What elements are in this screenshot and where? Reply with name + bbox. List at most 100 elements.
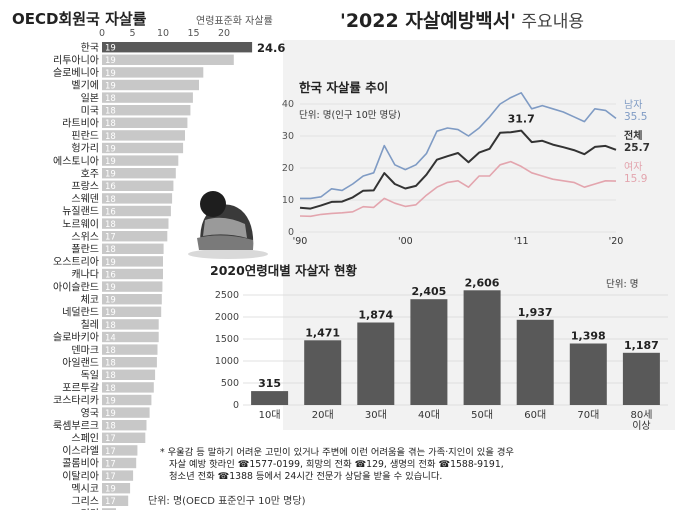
- oecd-country-label: 스페인: [71, 433, 99, 445]
- oecd-year-label: 16: [105, 182, 116, 192]
- oecd-bar-chart: 0 5 10 15 20 한국 19 24.6 리투아니아 19 슬로베니아 19 벨기에 19 일본 18 미…: [53, 28, 285, 510]
- age-category-label: 70대: [577, 409, 599, 421]
- series-end-value: 35.5: [624, 111, 647, 123]
- age-y-tick: 0: [233, 400, 239, 411]
- oecd-bar: [102, 306, 162, 317]
- oecd-country-label: 룩셈부르크: [53, 420, 99, 432]
- oecd-year-label: 18: [105, 119, 116, 129]
- oecd-bar: [102, 369, 156, 380]
- oecd-year-label: 19: [105, 81, 116, 91]
- oecd-country-label: 호주: [81, 168, 99, 180]
- oecd-bar: [102, 205, 171, 217]
- oecd-country-label: 라트비아: [62, 118, 99, 130]
- age-category-label: 60대: [524, 409, 546, 421]
- oecd-bar: [102, 67, 204, 78]
- oecd-bar: [102, 357, 157, 368]
- oecd-bar: [102, 117, 188, 128]
- oecd-country-label: 독일: [81, 370, 99, 382]
- oecd-chart-subtitle: 연령표준화 자살률: [196, 16, 273, 27]
- oecd-country-label: 아일랜드: [62, 357, 99, 369]
- age-category-label: 50대: [471, 409, 493, 421]
- oecd-year-label: 18: [105, 195, 116, 205]
- oecd-country-label: 일본: [81, 92, 99, 104]
- age-value-label: 1,874: [358, 309, 393, 322]
- age-bar: [304, 340, 342, 405]
- oecd-country-label: 이스라엘: [62, 444, 99, 457]
- line-x-tick: '20: [609, 236, 624, 247]
- age-bar: [357, 322, 395, 405]
- oecd-year-label: 18: [105, 94, 116, 104]
- oecd-year-label: 19: [105, 258, 116, 268]
- oecd-year-label: 19: [105, 157, 116, 167]
- line-chart-unit: 단위: 명(인구 10만 명당): [299, 109, 401, 121]
- oecd-country-label: 영국: [81, 407, 99, 419]
- age-bar: [410, 299, 448, 405]
- report-title-main: '2022 자살예방백서': [340, 10, 517, 32]
- oecd-country-label: 코스타리카: [53, 395, 99, 407]
- age-value-label: 1,471: [305, 326, 340, 339]
- oecd-bar: [102, 319, 159, 330]
- report-title-suffix: 주요내용: [516, 12, 584, 32]
- oecd-bar: [102, 394, 152, 406]
- line-chart-title: 한국 자살률 추이: [299, 80, 388, 95]
- age-chart-unit: 단위: 명: [606, 278, 638, 290]
- oecd-country-label: 멕시코: [71, 483, 99, 495]
- oecd-bar: [102, 142, 184, 154]
- oecd-country-label: 스웨덴: [71, 193, 99, 205]
- oecd-bar: [102, 382, 154, 393]
- oecd-country-label: 폴란드: [71, 244, 99, 256]
- oecd-year-label: 19: [105, 69, 116, 79]
- age-y-tick: 1500: [215, 334, 239, 345]
- oecd-country-label: 한국: [81, 42, 99, 54]
- series-name-label: 여자: [624, 161, 642, 173]
- age-bar: [569, 343, 607, 405]
- oecd-country-label: 슬로바키아: [53, 332, 99, 344]
- oecd-country-label: 핀란드: [71, 130, 99, 142]
- age-value-label: 315: [258, 377, 281, 390]
- age-category-label: 40대: [418, 409, 440, 421]
- age-value-label: 1,937: [518, 306, 553, 319]
- footnote-line-2: 자살 예방 핫라인 ☎1577-0199, 희망의 전화 ☎129, 생명의 전…: [169, 459, 504, 470]
- oecd-year-label: 19: [105, 485, 116, 495]
- series-line-여자: [299, 160, 617, 218]
- oecd-bar: [102, 508, 116, 510]
- oecd-bar: [102, 445, 138, 456]
- oecd-chart-title: OECD회원국 자살률: [12, 10, 147, 28]
- age-bar: [622, 352, 660, 405]
- oecd-x-tick: 0: [99, 28, 105, 39]
- age-category-label: 30대: [365, 409, 387, 421]
- oecd-country-label: 칠레: [81, 319, 99, 331]
- oecd-year-label: 17: [105, 459, 116, 469]
- oecd-year-label: 19: [105, 56, 116, 66]
- line-y-tick: 0: [288, 227, 294, 238]
- age-y-tick: 2500: [215, 290, 239, 301]
- oecd-bar: [102, 256, 163, 267]
- age-category-label: 80세 이상: [630, 409, 652, 432]
- oecd-bar: [102, 42, 253, 53]
- oecd-country-label: 네덜란드: [62, 307, 99, 319]
- oecd-year-label: 17: [105, 447, 116, 457]
- oecd-country-label: 미국: [81, 105, 99, 117]
- oecd-year-label: 14: [105, 333, 116, 343]
- oecd-year-label: 18: [105, 220, 116, 230]
- oecd-chart-unit: 단위: 명(OECD 표준인구 10만 명당): [148, 496, 306, 507]
- oecd-year-label: 16: [105, 270, 116, 280]
- line-x-tick: '00: [398, 236, 413, 247]
- oecd-country-label: 오스트리아: [53, 256, 99, 268]
- oecd-bar: [102, 231, 168, 242]
- oecd-year-label: 18: [105, 321, 116, 331]
- oecd-x-tick: 20: [218, 28, 230, 39]
- oecd-year-label: 19: [105, 283, 116, 293]
- oecd-bar: [102, 243, 164, 254]
- age-value-label: 2,405: [412, 285, 447, 298]
- oecd-country-label: 에스토니아: [53, 155, 99, 167]
- age-value-label: 1,187: [624, 339, 659, 352]
- oecd-year-label: 18: [105, 384, 116, 394]
- age-value-label: 2,606: [465, 276, 500, 289]
- oecd-year-label: 17: [105, 434, 116, 444]
- oecd-country-label: 터키: [81, 508, 99, 510]
- oecd-country-label: 뉴질랜드: [62, 206, 99, 218]
- oecd-bar: [102, 180, 174, 191]
- oecd-bar: [102, 218, 169, 229]
